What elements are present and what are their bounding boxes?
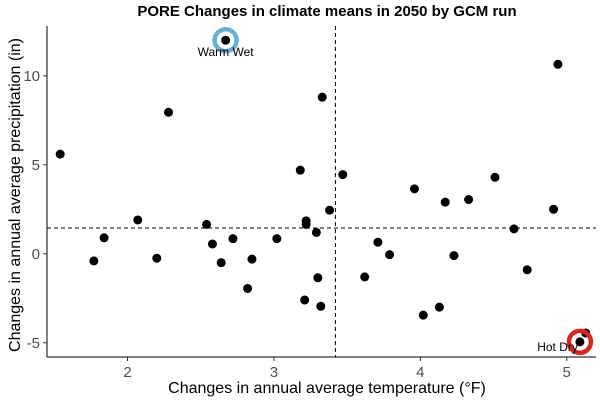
scatter-point: [464, 195, 474, 205]
x-tick-label: 4: [416, 364, 424, 381]
y-axis-ticks: -5 0 5 10: [23, 68, 47, 352]
y-tick-label: 10: [23, 68, 40, 85]
scatter-point: [207, 239, 217, 249]
scatter-point: [164, 107, 174, 117]
highlight-label: Warm Wet: [198, 45, 255, 59]
data-points: [55, 59, 591, 338]
scatter-point: [409, 184, 419, 194]
scatter-point: [373, 237, 383, 247]
highlight-point: [575, 337, 585, 347]
x-tick-label: 2: [123, 364, 131, 381]
y-axis-title: Changes in annual average precipitation …: [7, 38, 24, 352]
scatter-point: [449, 251, 459, 261]
scatter-point: [316, 301, 326, 311]
y-tick-label: -5: [27, 335, 40, 352]
scatter-point: [549, 204, 559, 214]
highlight-ring: [566, 328, 594, 356]
scatter-point: [490, 172, 500, 182]
scatter-point: [272, 234, 282, 244]
chart-title: PORE Changes in climate means in 2050 by…: [137, 3, 516, 20]
highlight-point: [221, 35, 231, 45]
scatter-point: [338, 170, 348, 180]
highlighted-points: Warm Wet Hot Dry: [198, 26, 594, 356]
highlight-label: Hot Dry: [537, 340, 578, 354]
scatter-point: [553, 59, 563, 69]
x-axis-title: Changes in annual average temperature (°…: [168, 380, 486, 397]
x-tick-label: 3: [270, 364, 278, 381]
scatter-point: [385, 250, 395, 260]
scatter-point: [325, 205, 335, 215]
scatter-point: [89, 256, 99, 266]
plot-panel: 2 3 4 5 -5 0 5 10 Warm Wet Hot Dry: [23, 26, 596, 381]
scatter-point: [418, 310, 428, 320]
x-tick-label: 5: [563, 364, 571, 381]
scatter-point: [301, 219, 311, 229]
scatter-point: [509, 224, 519, 234]
scatter-point: [133, 215, 143, 225]
scatter-point: [440, 197, 450, 207]
scatter-point: [311, 227, 321, 237]
y-tick-label: 5: [32, 157, 40, 174]
x-axis-ticks: 2 3 4 5: [123, 357, 571, 381]
scatter-point: [55, 149, 65, 159]
scatter-point: [216, 258, 226, 268]
scatter-point: [300, 295, 310, 305]
scatter-point: [360, 272, 370, 282]
scatter-point: [202, 219, 212, 229]
scatter-point: [99, 233, 109, 243]
scatter-point: [313, 273, 323, 283]
scatter-point: [434, 302, 444, 312]
scatter-point: [522, 265, 532, 275]
scatter-point: [152, 253, 162, 263]
scatter-point: [317, 92, 327, 102]
scatter-point: [228, 234, 238, 244]
y-tick-label: 0: [32, 246, 40, 263]
highlight-ring: [212, 26, 239, 54]
scatter-point: [247, 254, 257, 264]
scatter-point: [243, 283, 253, 293]
scatter-point: [295, 165, 305, 175]
